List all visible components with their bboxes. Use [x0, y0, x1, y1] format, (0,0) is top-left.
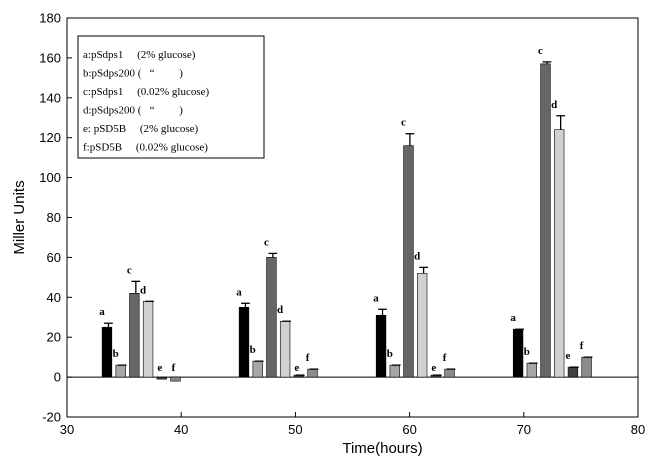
- bar-label-e: e: [431, 362, 436, 374]
- x-tick-label: 80: [631, 422, 645, 437]
- bar-label-d: d: [140, 284, 146, 296]
- bar-a: [101, 326, 113, 378]
- bar-b: [252, 360, 263, 378]
- bar-label-a: a: [99, 306, 105, 318]
- legend-item: d:pSdps200 ( “ ): [83, 105, 183, 117]
- bar-label-a: a: [510, 312, 516, 324]
- legend-item: f:pSD5B (0.02% glucose): [83, 142, 208, 154]
- y-tick-label: 160: [39, 50, 61, 65]
- bar-f: [581, 356, 592, 378]
- legend: a:pSdps1 (2% glucose) b:pSdps200 ( “ ) c:p…: [77, 35, 265, 159]
- bar-c: [266, 257, 277, 378]
- y-tick-label: -20: [42, 410, 61, 425]
- plot-area: -20 0 20 40 60 80 100 120 140 160 180 30 40 50 60 70 80 a…: [39, 11, 645, 438]
- bar-label-d: d: [277, 304, 283, 316]
- bar-a: [375, 314, 387, 378]
- bar-label-f: f: [443, 352, 447, 364]
- x-tick-label: 50: [288, 422, 302, 437]
- bar-label-a: a: [373, 292, 379, 304]
- bar-d: [417, 273, 428, 378]
- legend-box: [77, 35, 265, 159]
- bar-c: [129, 293, 140, 378]
- y-tick-label: 0: [54, 370, 61, 385]
- bar-label-b: b: [250, 344, 256, 356]
- bar-label-f: f: [172, 362, 176, 374]
- bar-e: [156, 376, 167, 380]
- bar-label-c: c: [538, 45, 543, 57]
- bar-label-c: c: [401, 117, 406, 129]
- legend-item: a:pSdps1 (2% glucose): [83, 49, 196, 61]
- y-tick-label: 20: [47, 330, 61, 345]
- bar-label-d: d: [551, 99, 557, 111]
- bar-a: [512, 328, 524, 378]
- y-tick-label: 60: [47, 250, 61, 265]
- bar-label-e: e: [157, 362, 162, 374]
- bar-label-a: a: [236, 286, 242, 298]
- bar-f: [307, 368, 318, 378]
- bar-d: [554, 129, 565, 378]
- x-tick-label: 40: [174, 422, 188, 437]
- y-tick-label: 180: [39, 11, 61, 26]
- bar-b: [526, 362, 537, 378]
- bar-label-b: b: [387, 348, 393, 360]
- bar-d: [279, 320, 291, 378]
- y-tick-label: 140: [39, 90, 61, 105]
- bar-label-e: e: [294, 362, 299, 374]
- x-tick-label: 70: [517, 422, 531, 437]
- legend-item: e: pSD5B (2% glucose): [83, 123, 199, 135]
- bar-label-b: b: [113, 348, 119, 360]
- bar-b: [115, 364, 126, 378]
- bar-label-c: c: [264, 236, 269, 248]
- y-tick-label: 100: [39, 170, 61, 185]
- x-tick-label: 60: [402, 422, 416, 437]
- bar-label-f: f: [580, 340, 584, 352]
- bar-label-f: f: [306, 352, 310, 364]
- y-tick-label: 120: [39, 130, 61, 145]
- bar-label-d: d: [414, 250, 420, 262]
- legend-item: b:pSdps200 ( “ ): [83, 68, 183, 80]
- x-tick-label: 30: [60, 422, 74, 437]
- bar-c: [403, 145, 414, 378]
- bar-b: [389, 364, 400, 378]
- legend-item: c:pSdps1 (0.02% glucose): [83, 86, 210, 98]
- bar-e: [567, 366, 579, 378]
- y-tick-label: 40: [47, 290, 61, 305]
- y-axis-title: Miller Units: [11, 180, 28, 254]
- bar-a: [238, 306, 250, 378]
- bar-f: [170, 376, 181, 382]
- bar-label-b: b: [524, 346, 530, 358]
- x-axis-title: Time(hours): [342, 440, 422, 457]
- bar-d: [142, 300, 154, 378]
- bar-label-e: e: [565, 350, 570, 362]
- y-tick-label: 80: [47, 210, 61, 225]
- bar-label-c: c: [127, 264, 132, 276]
- bar-f: [444, 368, 455, 378]
- bar-c: [540, 63, 551, 378]
